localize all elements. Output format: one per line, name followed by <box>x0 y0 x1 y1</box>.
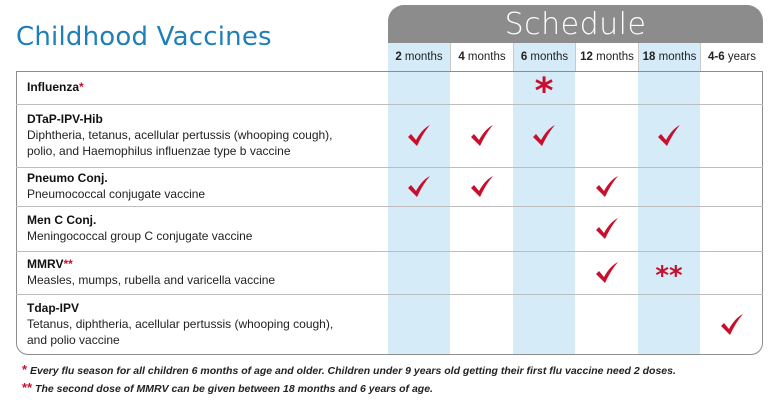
asterisk-icon: * <box>534 70 554 112</box>
column-header-unit: months <box>527 51 569 63</box>
vaccine-description: Measles, mumps, rubella and varicella va… <box>27 273 276 287</box>
column-header-12-months: 12 months <box>575 43 638 71</box>
column-header-4-6-years: 4-6 years <box>700 43 763 71</box>
column-header-4-months: 4 months <box>450 43 513 71</box>
column-header-unit: years <box>724 51 756 63</box>
column-header-number: 4-6 <box>708 51 725 63</box>
column-header-unit: months <box>401 51 443 63</box>
row-divider <box>16 251 763 252</box>
checkmark-icon <box>719 312 745 338</box>
column-header-number: 6 <box>520 51 528 63</box>
table-border <box>16 71 763 355</box>
schedule-header: Schedule <box>388 5 763 43</box>
vaccine-name-text: DTaP-IPV-Hib <box>27 112 103 126</box>
column-header-2-months: 2 months <box>388 43 450 71</box>
vaccine-name-text: MMRV <box>27 257 64 271</box>
vaccine-description: Diphtheria, tetanus, acellular pertussis… <box>27 128 333 142</box>
vaccine-name-text: Tdap-IPV <box>27 301 80 315</box>
vaccine-name-text: Influenza <box>27 80 80 94</box>
row-divider <box>16 294 763 295</box>
checkmark-icon <box>469 123 495 149</box>
row-divider <box>16 104 763 105</box>
vaccine-name: Men C Conj. <box>27 213 96 227</box>
asterisk-icon: * <box>22 362 28 377</box>
checkmark-icon <box>469 174 495 200</box>
page-title: Childhood Vaccines <box>16 22 272 52</box>
checkmark-icon <box>594 260 620 286</box>
column-header-number: 4 <box>458 51 465 63</box>
row-divider <box>16 206 763 207</box>
checkmark-icon <box>594 216 620 242</box>
footnote: * Every flu season for all children 6 mo… <box>22 362 676 377</box>
vaccine-name: Tdap-IPV <box>27 301 79 315</box>
vaccine-name-text: Men C Conj. <box>27 213 97 227</box>
column-tint <box>388 43 450 355</box>
column-header-18-months: 18 months <box>638 43 700 71</box>
vaccine-description: Pneumococcal conjugate vaccine <box>27 187 206 201</box>
column-tint <box>513 43 575 355</box>
footnote-text: The second dose of MMRV can be given bet… <box>32 383 433 395</box>
asterisk-icon: ** <box>655 260 683 291</box>
vaccine-name: DTaP-IPV-Hib <box>27 112 103 126</box>
vaccine-description: Meningococcal group C conjugate vaccine <box>27 229 253 243</box>
asterisk-icon: ** <box>22 380 33 395</box>
asterisk-icon: ** <box>63 257 73 271</box>
checkmark-icon <box>656 123 682 149</box>
footnote: ** The second dose of MMRV can be given … <box>22 380 433 395</box>
column-header-unit: months <box>464 51 506 63</box>
row-divider <box>16 167 763 168</box>
vaccine-description: Tetanus, diphtheria, acellular pertussis… <box>27 317 334 331</box>
footnote-text: Every flu season for all children 6 mont… <box>27 365 676 377</box>
column-header-6-months: 6 months <box>513 43 575 71</box>
checkmark-icon <box>406 123 432 149</box>
vaccine-name: Pneumo Conj. <box>27 171 108 185</box>
column-header-number: 12 <box>580 51 593 63</box>
checkmark-icon <box>594 174 620 200</box>
column-tint <box>638 43 700 355</box>
vaccine-name-text: Pneumo Conj. <box>27 171 108 185</box>
checkmark-icon <box>406 174 432 200</box>
column-header-unit: months <box>592 51 634 63</box>
column-header-number: 2 <box>395 51 402 63</box>
vaccine-name: MMRV** <box>27 257 73 271</box>
vaccine-description: polio, and Haemophilus influenzae type b… <box>27 144 291 158</box>
vaccine-description: and polio vaccine <box>27 333 120 347</box>
asterisk-icon: * <box>79 80 84 94</box>
vaccine-name: Influenza* <box>27 80 84 94</box>
checkmark-icon <box>531 123 557 149</box>
column-header-number: 18 <box>642 51 656 63</box>
column-header-unit: months <box>655 51 697 63</box>
